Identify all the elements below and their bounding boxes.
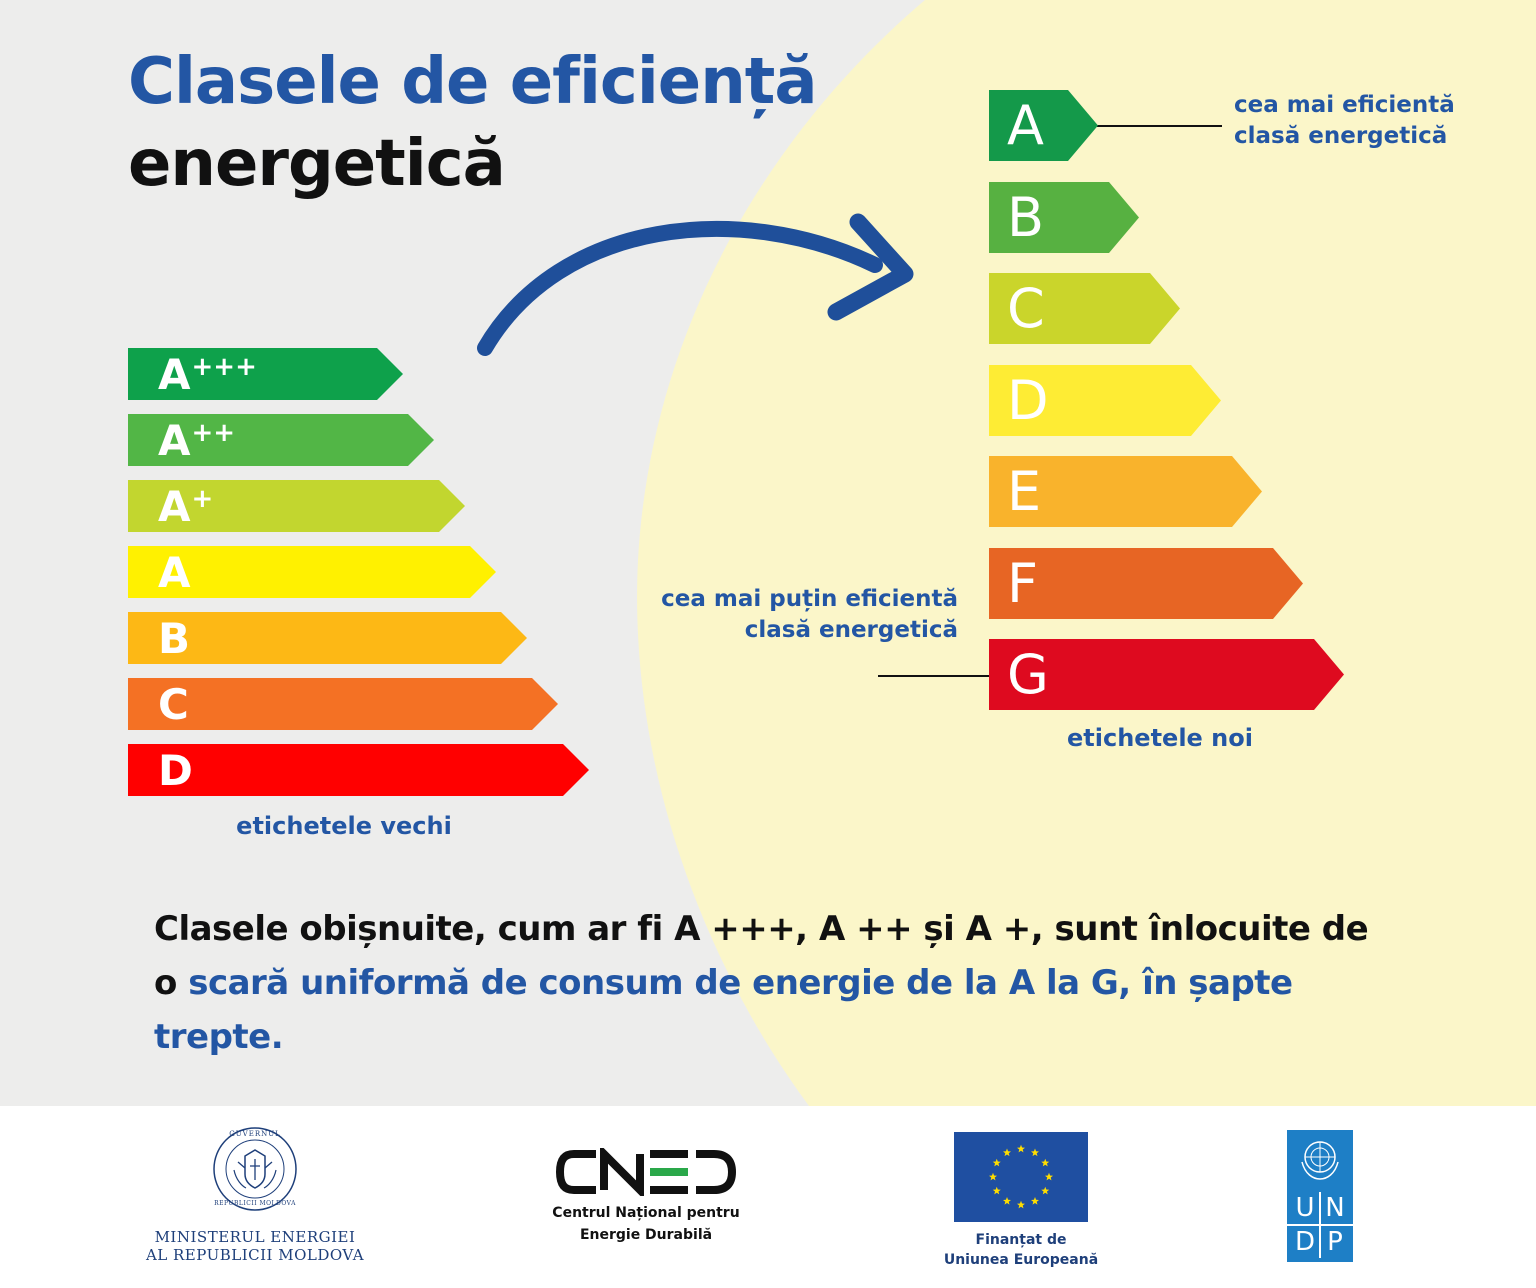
old-energy-bar-label: C xyxy=(158,678,189,730)
new-energy-bar-letter: C xyxy=(1007,277,1045,340)
undp-letter-d: D xyxy=(1294,1227,1316,1257)
old-energy-bar-plus: ++ xyxy=(191,418,236,448)
old-energy-bar-letter: C xyxy=(158,680,189,729)
new-energy-bar-letter: A xyxy=(1007,94,1044,157)
old-labels-caption: etichetele vechi xyxy=(236,812,452,840)
curved-arrow xyxy=(477,220,883,356)
footer-logos: GUVERNUL REPUBLICII MOLDOVA MINISTERUL E… xyxy=(0,1106,1536,1288)
old-energy-bar: A++ xyxy=(128,414,434,466)
old-energy-bar-letter: D xyxy=(158,746,193,795)
old-energy-bar: A xyxy=(128,546,496,598)
eu-star-icon xyxy=(989,1172,997,1181)
new-energy-bar-letter: D xyxy=(1007,369,1049,432)
old-energy-bar-label: A+++ xyxy=(158,348,257,400)
old-energy-bar: A+++ xyxy=(128,348,403,400)
new-energy-bar: F xyxy=(989,548,1303,619)
eu-star-icon xyxy=(1017,1144,1025,1153)
undp-letter-n: N xyxy=(1325,1193,1345,1223)
new-energy-bar-letter: F xyxy=(1007,552,1039,615)
eu-funding-line1: Finanțat de xyxy=(975,1232,1067,1248)
old-energy-bar-letter: A xyxy=(158,548,191,597)
ministry-seal-icon xyxy=(213,1127,297,1211)
cned-logo-icon xyxy=(556,1148,736,1196)
eu-funding-text: Finanțat de Uniunea Europeană xyxy=(916,1230,1126,1270)
old-energy-bar-plus: +++ xyxy=(191,352,257,382)
cned-name-line2: Energie Durabilă xyxy=(579,1227,713,1243)
new-energy-bar: C xyxy=(989,273,1180,344)
ministry-seal-bottom-text: REPUBLICII MOLDOVA xyxy=(214,1200,296,1207)
new-energy-bar: E xyxy=(989,456,1262,527)
old-energy-bar: C xyxy=(128,678,558,730)
eu-star-icon xyxy=(1031,1197,1039,1205)
old-energy-bar-label: A+ xyxy=(158,480,213,532)
old-energy-bar-letter: B xyxy=(158,614,191,663)
new-energy-bar-letter: B xyxy=(1007,186,1045,249)
eu-star-icon xyxy=(1017,1200,1025,1209)
new-energy-bar-letter: E xyxy=(1007,460,1042,523)
old-energy-bar: A+ xyxy=(128,480,465,532)
least-efficient-line1: cea mai puțin eficientă xyxy=(661,586,958,612)
description-paragraph: Clasele obișnuite, cum ar fi A +++, A ++… xyxy=(154,902,1394,1064)
undp-grid-line-v xyxy=(1319,1192,1321,1258)
old-energy-bar-label: A xyxy=(158,546,191,598)
eu-flag-icon xyxy=(954,1132,1088,1222)
most-efficient-line2: clasă energetică xyxy=(1234,123,1448,149)
page-title-line2: energetică xyxy=(128,127,506,201)
eu-star-icon xyxy=(1003,1148,1011,1157)
eu-star-icon xyxy=(1003,1197,1011,1205)
new-energy-bar: D xyxy=(989,365,1221,436)
description-text-black: Clasele obișnuite, cum ar fi A +++, A ++… xyxy=(154,909,1369,1003)
old-energy-bar-letter: A xyxy=(158,482,191,531)
eu-star-icon xyxy=(1041,1158,1050,1167)
undp-letter-u: U xyxy=(1295,1193,1315,1223)
cned-name-line1: Centrul Național pentru xyxy=(552,1205,740,1221)
new-energy-bar: B xyxy=(989,182,1139,253)
old-energy-bar-letter: A xyxy=(158,416,191,465)
eu-star-icon xyxy=(992,1158,1001,1167)
un-emblem-icon xyxy=(1301,1141,1339,1180)
cned-name: Centrul Național pentru Energie Durabilă xyxy=(526,1202,766,1246)
old-energy-bar-letter: A xyxy=(158,350,191,399)
old-energy-bar-label: D xyxy=(158,744,193,796)
old-energy-bar-label: A++ xyxy=(158,414,235,466)
ministry-name: MINISTERUL ENERGIEI AL REPUBLICII MOLDOV… xyxy=(140,1228,370,1264)
ministry-name-line2: AL REPUBLICII MOLDOVA xyxy=(145,1246,365,1264)
eu-star-icon xyxy=(992,1186,1001,1195)
old-energy-bar: D xyxy=(128,744,589,796)
least-efficient-line2: clasă energetică xyxy=(744,617,958,643)
undp-letter-p: P xyxy=(1327,1227,1343,1257)
old-energy-bar: B xyxy=(128,612,527,664)
description-text-blue: scară uniformă de consum de energie de l… xyxy=(154,963,1293,1057)
new-labels-caption: etichetele noi xyxy=(1067,724,1253,752)
most-efficient-line1: cea mai eficientă xyxy=(1234,92,1455,118)
eu-funding-line2: Uniunea Europeană xyxy=(943,1252,1099,1268)
new-energy-bar-letter: G xyxy=(1007,643,1049,706)
old-energy-bar-label: B xyxy=(158,612,190,664)
eu-star-icon xyxy=(1031,1148,1039,1157)
ministry-name-line1: MINISTERUL ENERGIEI xyxy=(154,1228,356,1246)
most-efficient-annotation: cea mai eficientă clasă energetică xyxy=(1234,90,1455,152)
eu-star-icon xyxy=(1045,1172,1053,1181)
undp-logo: U N D P xyxy=(1287,1130,1353,1262)
least-efficient-annotation: cea mai puțin eficientă clasă energetică xyxy=(640,584,958,646)
page-title-line1: Clasele de eficiență xyxy=(128,45,818,119)
old-energy-bar-plus: + xyxy=(191,484,214,514)
eu-star-icon xyxy=(1041,1186,1050,1195)
new-energy-bar: G xyxy=(989,639,1344,710)
curved-arrow-head xyxy=(827,213,914,321)
ministry-seal-top-text: GUVERNUL xyxy=(229,1130,281,1138)
ministry-seal-text: GUVERNUL REPUBLICII MOLDOVA xyxy=(212,1126,298,1212)
